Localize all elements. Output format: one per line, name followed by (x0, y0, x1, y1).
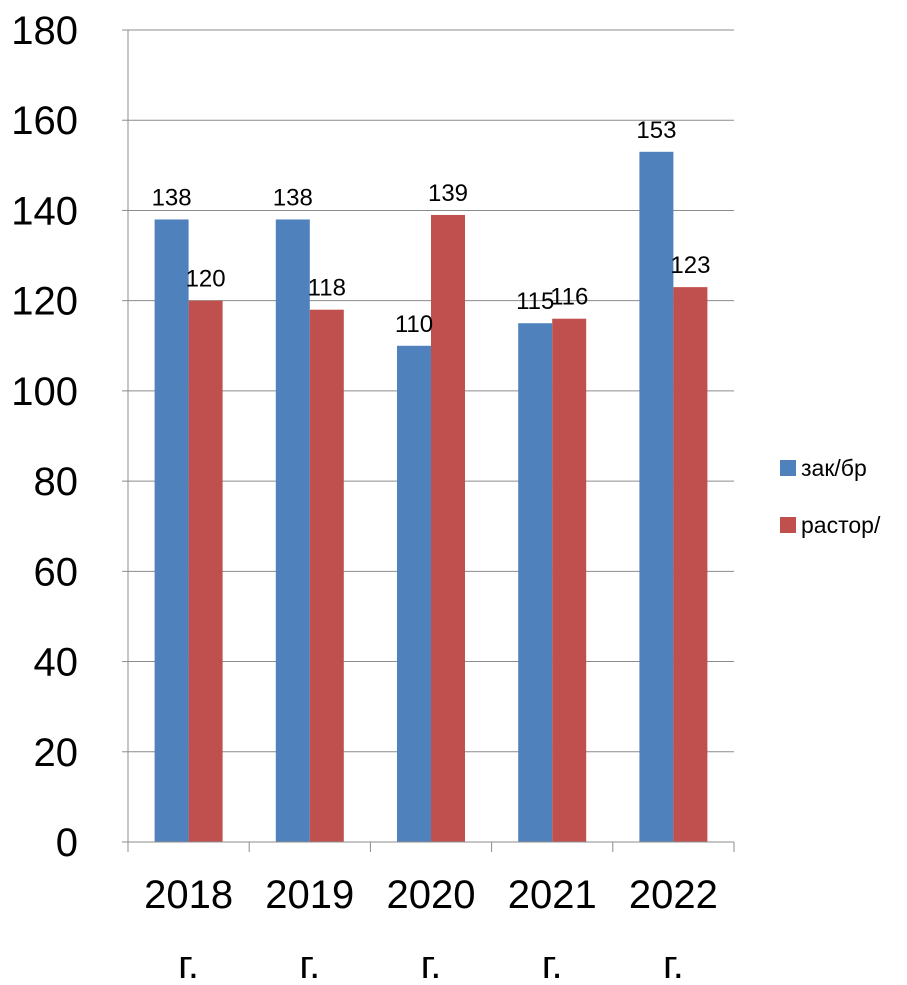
data-label: 138 (152, 184, 192, 211)
bar-series-1 (397, 345, 431, 842)
data-label: 138 (273, 184, 313, 211)
bar-series-1 (518, 323, 553, 842)
bar-series-2 (552, 318, 587, 842)
x-tick-label-suffix: г. (663, 943, 684, 980)
data-label: 116 (550, 284, 588, 311)
x-tick-label: 2018 (144, 873, 233, 917)
bar-series-2 (431, 214, 465, 842)
data-label: 118 (308, 275, 346, 302)
legend-swatch (780, 460, 796, 476)
data-label: 115 (516, 288, 554, 315)
y-tick-label: 100 (11, 370, 78, 414)
data-label: 153 (636, 117, 676, 144)
legend: зак/бр растор/ (780, 455, 881, 538)
bars (154, 151, 708, 843)
legend-label: растор/ (801, 512, 881, 538)
x-tick-label: 2021 (508, 873, 597, 917)
x-axis-tick-labels: 2018 г. 2019 г. 2020 г. 2021 г. 2022 г. (144, 873, 718, 985)
y-tick-label: 140 (11, 189, 78, 233)
y-axis-tick-labels: 0 20 40 60 80 100 120 140 160 180 (11, 9, 78, 865)
data-label: 120 (186, 266, 226, 293)
y-tick-label: 40 (34, 641, 79, 685)
data-label: 123 (670, 252, 710, 279)
x-tick-label-suffix: г. (178, 943, 199, 980)
y-tick-label: 180 (11, 9, 78, 53)
x-tick-label: 2019 (265, 873, 354, 917)
x-tick-label: 2020 (387, 873, 476, 917)
y-tick-label: 60 (34, 550, 79, 594)
x-tick-label-suffix: г. (542, 943, 563, 980)
x-tick-label-suffix: г. (421, 943, 442, 980)
bar-series-2 (673, 287, 708, 843)
y-tick-label: 160 (11, 99, 78, 143)
data-label: 110 (395, 311, 433, 338)
y-tick-label: 0 (56, 821, 78, 865)
x-tick-label: 2022 (629, 873, 718, 917)
bar-series-2 (188, 300, 223, 843)
legend-swatch (780, 517, 796, 533)
axes (122, 29, 735, 852)
bar-series-1 (639, 151, 674, 843)
legend-label: зак/бр (801, 455, 867, 481)
y-tick-label: 80 (34, 460, 79, 504)
y-tick-label: 120 (11, 280, 78, 324)
bar-series-2 (309, 309, 344, 842)
data-labels: 138 138 110 115 153 120 118 139 116 123 (152, 117, 711, 338)
bar-series-1 (275, 219, 310, 842)
x-tick-label-suffix: г. (299, 943, 320, 980)
y-tick-label: 20 (34, 731, 79, 775)
bar-series-1 (154, 219, 189, 842)
data-label: 139 (428, 180, 468, 207)
